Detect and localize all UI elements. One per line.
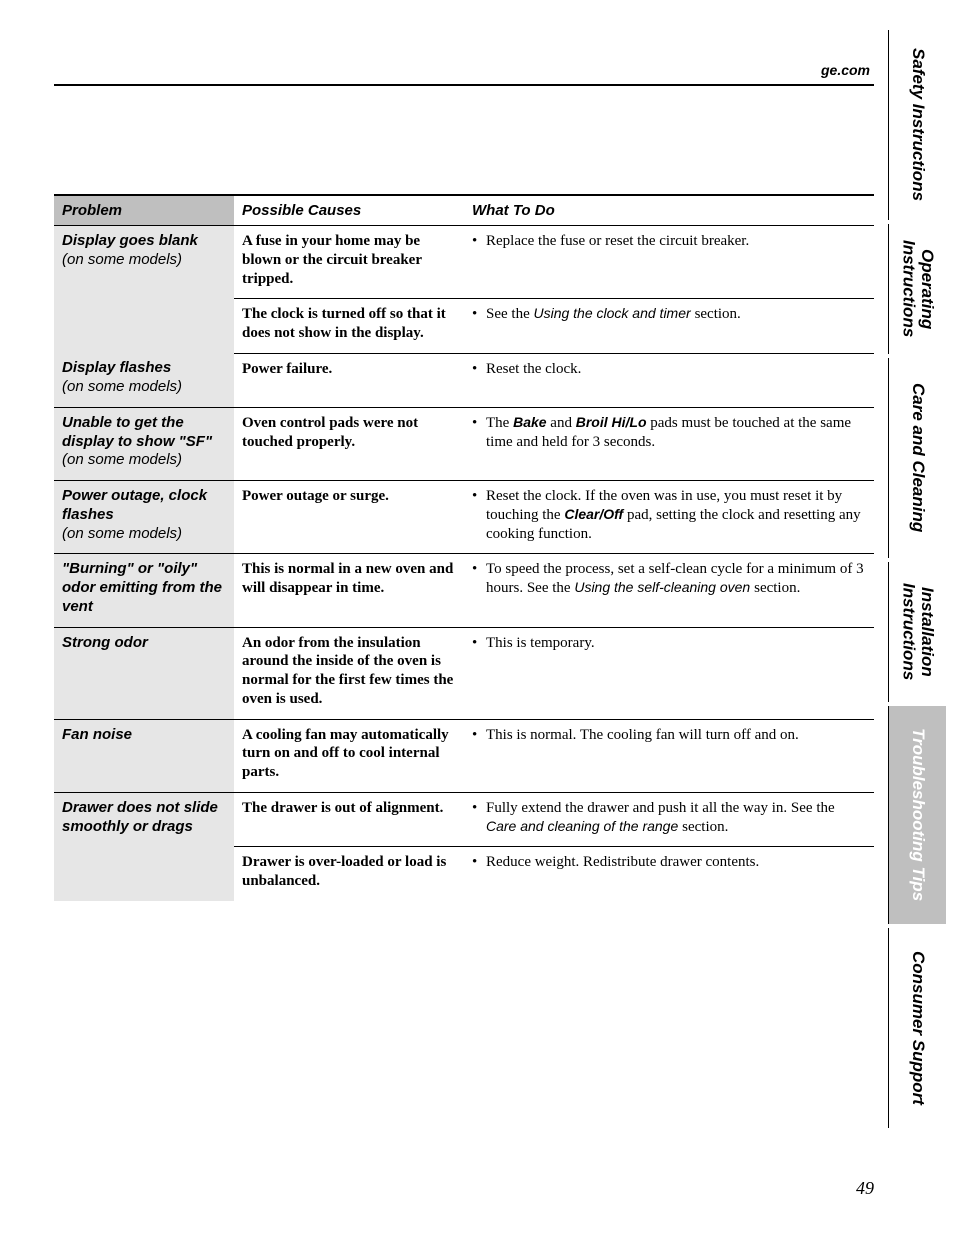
problem-cell: Fan noise [54, 719, 234, 792]
side-tab-label: Care and Cleaning [908, 383, 927, 532]
table-header-row: Problem Possible Causes What To Do [54, 195, 874, 226]
side-tab[interactable]: Consumer Support [888, 928, 946, 1128]
todo-cell: •The Bake and Broil Hi/Lo pads must be t… [464, 407, 874, 480]
side-tabs: Safety Instructions Operating Instruction… [888, 30, 946, 1200]
cause-cell: A fuse in your home may be blown or the … [234, 226, 464, 299]
side-tab-label: Consumer Support [908, 951, 927, 1105]
table-row: Unable to get the display to show "SF"(o… [54, 407, 874, 480]
problem-cell: Drawer does not slide smoothly or drags [54, 792, 234, 901]
todo-cell: •Reset the clock. [464, 353, 874, 407]
side-tab[interactable]: Safety Instructions [888, 30, 946, 220]
todo-cell: •Fully extend the drawer and push it all… [464, 792, 874, 847]
table-row: Display goes blank(on some models)A fuse… [54, 226, 874, 299]
problem-cell: Power outage, clock flashes(on some mode… [54, 481, 234, 554]
cause-cell: The clock is turned off so that it does … [234, 299, 464, 354]
cause-cell: A cooling fan may automatically turn on … [234, 719, 464, 792]
todo-cell: •This is normal. The cooling fan will tu… [464, 719, 874, 792]
side-tab[interactable]: Installation Instructions [888, 562, 946, 702]
cause-cell: This is normal in a new oven and will di… [234, 554, 464, 627]
table-row: Drawer does not slide smoothly or dragsT… [54, 792, 874, 847]
col-cause: Possible Causes [234, 195, 464, 226]
side-tab[interactable]: Troubleshooting Tips [888, 706, 946, 924]
table-row: Strong odorAn odor from the insulation a… [54, 627, 874, 719]
problem-cell: Display goes blank(on some models) [54, 226, 234, 354]
todo-cell: •See the Using the clock and timer secti… [464, 299, 874, 354]
table-row: "Burning" or "oily" odor emitting from t… [54, 554, 874, 627]
cause-cell: Oven control pads were not touched prope… [234, 407, 464, 480]
cause-cell: An odor from the insulation around the i… [234, 627, 464, 719]
col-todo: What To Do [464, 195, 874, 226]
todo-cell: •Reset the clock. If the oven was in use… [464, 481, 874, 554]
page-content: ge.com Problem Possible Causes What To D… [54, 62, 874, 901]
todo-cell: •Reduce weight. Redistribute drawer cont… [464, 847, 874, 901]
page-number: 49 [856, 1178, 874, 1199]
header-url: ge.com [54, 62, 874, 84]
side-tab[interactable]: Operating Instructions [888, 224, 946, 354]
cause-cell: Drawer is over-loaded or load is unbalan… [234, 847, 464, 901]
todo-cell: •To speed the process, set a self-clean … [464, 554, 874, 627]
header-rule [54, 84, 874, 86]
col-problem: Problem [54, 195, 234, 226]
side-tab-label: Troubleshooting Tips [908, 728, 927, 901]
side-tab-label: Safety Instructions [908, 48, 927, 201]
problem-cell: Unable to get the display to show "SF"(o… [54, 407, 234, 480]
table-row: Fan noiseA cooling fan may automatically… [54, 719, 874, 792]
table-row: Power outage, clock flashes(on some mode… [54, 481, 874, 554]
todo-cell: •This is temporary. [464, 627, 874, 719]
cause-cell: Power outage or surge. [234, 481, 464, 554]
side-tab-label: Installation Instructions [899, 583, 936, 680]
todo-cell: •Replace the fuse or reset the circuit b… [464, 226, 874, 299]
cause-cell: The drawer is out of alignment. [234, 792, 464, 847]
problem-cell: Strong odor [54, 627, 234, 719]
problem-cell: Display flashes(on some models) [54, 353, 234, 407]
cause-cell: Power failure. [234, 353, 464, 407]
troubleshooting-table: Problem Possible Causes What To Do Displ… [54, 194, 874, 901]
side-tab-label: Operating Instructions [899, 240, 936, 337]
table-row: Display flashes(on some models)Power fai… [54, 353, 874, 407]
side-tab[interactable]: Care and Cleaning [888, 358, 946, 558]
problem-cell: "Burning" or "oily" odor emitting from t… [54, 554, 234, 627]
